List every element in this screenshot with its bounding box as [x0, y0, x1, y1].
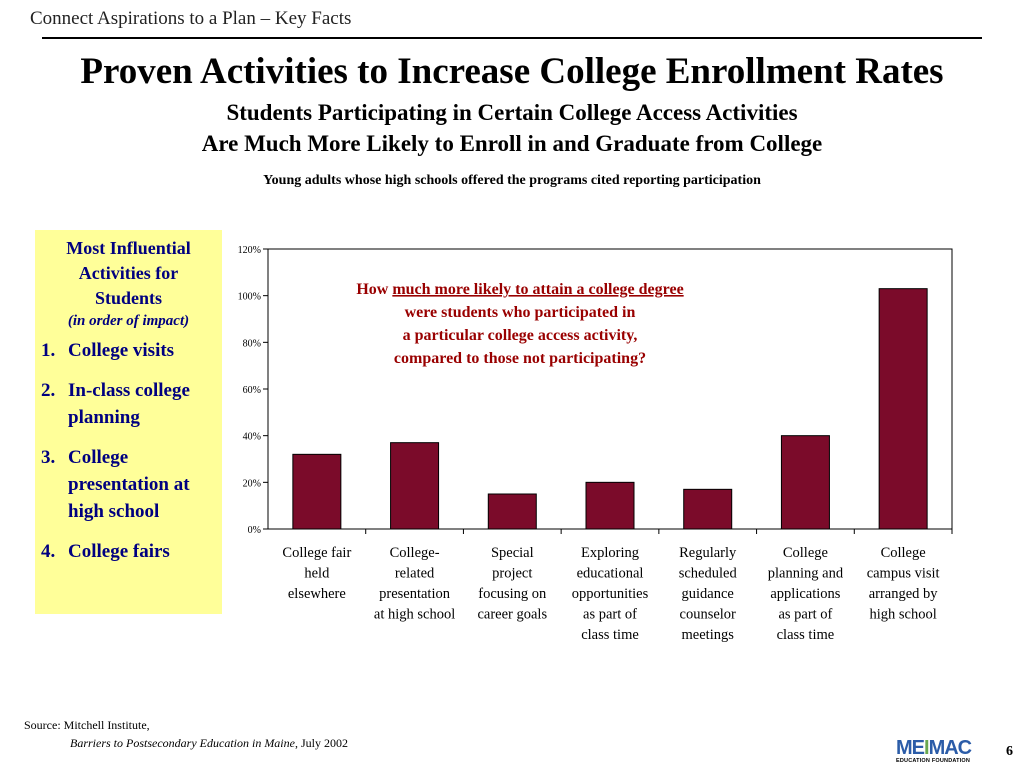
header-rule [42, 37, 982, 39]
y-tick-label: 0% [248, 525, 261, 536]
logo-text-c: MAC [928, 737, 973, 759]
bar [292, 453, 342, 530]
chart-annotation-line: compared to those not participating? [394, 350, 646, 367]
bar [487, 493, 537, 530]
source-title: Barriers to Postsecondary Education in M… [70, 736, 295, 750]
section-header: Connect Aspirations to a Plan – Key Fact… [30, 8, 352, 29]
subtitle-line-2: Are Much More Likely to Enroll in and Gr… [201, 131, 823, 156]
influential-activities-box: Most Influential Activities for Students… [35, 230, 222, 614]
page-title: Proven Activities to Increase College En… [80, 51, 944, 92]
list-label: In-class college planning [68, 380, 190, 428]
x-tick-label: College fair held elsewhere [282, 545, 351, 602]
sidebar-heading: Most Influential Activities for Students [41, 236, 216, 311]
list-label: College fairs [68, 541, 170, 562]
logo-tagline: EDUCATION FOUNDATION [896, 758, 971, 764]
bar [390, 442, 440, 530]
x-tick-label: Exploring educational opportunities as part… [572, 545, 649, 643]
source-date: , July 2002 [294, 736, 348, 750]
y-tick-label: 100% [238, 292, 261, 303]
x-tick-label: College-related presentation at high schoo… [374, 545, 455, 623]
source-note: Source: Mitchell Institute, Barriers to … [24, 716, 348, 752]
list-number: 2. [41, 380, 56, 401]
logo-text-a: ME [896, 737, 925, 759]
chart-annotation-line: were students who participated in [405, 304, 636, 321]
meimac-logo: MEIMAC EDUCATION FOUNDATION [896, 738, 982, 764]
bar [878, 288, 928, 530]
y-tick-label: 120% [238, 245, 261, 256]
y-tick-label: 80% [243, 338, 261, 349]
sidebar-heading-line: Activities for [78, 263, 179, 283]
x-tick-label: Special project focusing on career goals [477, 545, 547, 623]
bar [683, 488, 733, 530]
logo-text-b: I [924, 737, 929, 759]
sidebar-heading-line: Most Influential [66, 238, 191, 258]
list-item: 3. College presentation at high school [41, 444, 216, 525]
list-item: 2. In-class college planning [41, 377, 216, 431]
subtitle-line-1: Students Participating in Certain Colleg… [226, 100, 798, 125]
list-number: 1. [41, 340, 56, 361]
sidebar-subheading: (in order of impact) [67, 313, 190, 329]
page-number: 6 [1006, 744, 1013, 759]
list-number: 3. [41, 447, 56, 468]
bar-chart: 0% 20% 40% 60% 80% 100% 120% College fair held el… [238, 245, 953, 643]
list-number: 4. [41, 541, 56, 562]
chart-annotation-line: a particular college access activity, [403, 327, 638, 344]
y-tick-label: 60% [243, 385, 261, 396]
chart-caption: Young adults whose high schools offered … [263, 173, 761, 188]
y-tick-label: 20% [243, 478, 261, 489]
source-reference: Barriers to Postsecondary Education in M… [24, 734, 348, 752]
x-tick-label: College planning and applications as part o… [768, 545, 844, 643]
y-tick-label: 40% [243, 432, 261, 443]
list-item: 1. College visits [41, 337, 216, 364]
list-item: 4. College fairs [41, 538, 216, 565]
bar [585, 481, 635, 530]
bar [780, 435, 830, 530]
chart-annotation-line: How much more likely to attain a college… [356, 281, 683, 298]
list-label: College visits [68, 340, 175, 361]
sidebar-heading-line: Students [94, 288, 163, 308]
list-label: College presentation at high school [68, 447, 190, 522]
x-tick-label: College campus visit arranged by high schoo… [867, 545, 940, 623]
activity-list: 1. College visits 2. In-class college plan… [41, 337, 216, 565]
x-tick-label: Regularly scheduled guidance counselor meeti… [679, 545, 738, 643]
source-prefix: Source: Mitchell Institute, [24, 718, 150, 732]
subtitle: Students Participating in Certain Colleg… [0, 97, 1024, 159]
